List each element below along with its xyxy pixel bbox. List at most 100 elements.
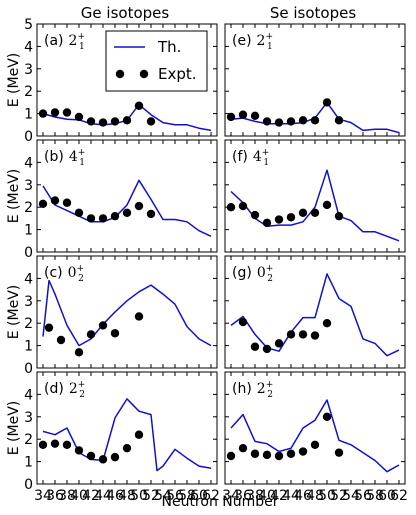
panel-label: (f) 4+ 1 <box>232 148 269 168</box>
x-tick-label: 58 <box>366 488 384 504</box>
x-tick-label: 38 <box>58 488 76 504</box>
panel-label-sup: + <box>262 148 270 158</box>
y-tick-label: 1 <box>24 223 33 239</box>
expt-point <box>50 196 60 205</box>
panel-frame <box>224 371 406 485</box>
panel-label-sub: 1 <box>263 158 269 168</box>
expt-point <box>74 208 84 217</box>
panel-label-id: (f) <box>232 149 248 165</box>
panel-label-state: 2 <box>257 381 266 397</box>
x-tick-label: 44 <box>94 488 112 504</box>
x-tick-label: 56 <box>166 488 184 504</box>
theory-line <box>230 399 400 473</box>
x-tick-label: 50 <box>318 488 336 504</box>
legend-theory-label: Th. <box>157 38 181 56</box>
expt-point <box>86 451 96 461</box>
expt-point <box>310 331 320 340</box>
expt-point <box>250 111 260 121</box>
expt-point <box>334 211 344 221</box>
expt-point <box>44 323 54 332</box>
expt-point <box>274 339 284 348</box>
x-tick-label: 34 <box>222 488 240 504</box>
expt-point <box>134 312 144 321</box>
expt-point <box>286 449 296 458</box>
y-tick-label: 2 <box>24 432 33 448</box>
panel-label-state: 2 <box>69 33 78 49</box>
panel-label-sup: + <box>78 148 86 158</box>
x-tick-label: 62 <box>202 488 220 504</box>
expt-point <box>38 109 48 118</box>
y-tick-label: 1 <box>24 107 33 123</box>
expt-point <box>62 440 72 449</box>
panel-frame <box>36 371 218 485</box>
expt-point <box>334 116 344 125</box>
x-tick-label: 48 <box>118 488 136 504</box>
panel-label-sub: 2 <box>267 390 273 400</box>
expt-point <box>298 330 308 339</box>
theory-line <box>42 179 212 237</box>
y-tick-label: 1 <box>24 339 33 355</box>
expt-point <box>134 430 144 439</box>
panel-frame <box>36 139 218 253</box>
panel-f: (f) 4+ 1 <box>224 139 406 253</box>
panel-label-sup: + <box>77 264 85 274</box>
expt-point <box>146 117 156 126</box>
y-tick-label: 0 <box>24 361 33 377</box>
x-tick-label: 50 <box>130 488 148 504</box>
x-tick-label: 60 <box>378 488 396 504</box>
panel-label-sup: + <box>77 32 85 42</box>
expt-point <box>146 209 156 219</box>
expt-point <box>322 98 332 107</box>
expt-point <box>110 211 120 221</box>
expt-point <box>322 412 332 421</box>
expt-point <box>110 452 120 462</box>
expt-point <box>122 443 132 453</box>
panel-label-id: (d) <box>44 381 64 397</box>
panel-label-sub: 1 <box>267 42 273 52</box>
expt-point <box>286 330 296 339</box>
x-tick-label: 38 <box>246 488 264 504</box>
y-tick-label: 3 <box>24 410 33 426</box>
panel-label-sub: 2 <box>78 274 84 284</box>
x-tick-label: 52 <box>142 488 160 504</box>
expt-point <box>238 443 248 453</box>
x-tick-label: 58 <box>178 488 196 504</box>
x-tick-label: 42 <box>270 488 288 504</box>
expt-point <box>310 440 320 449</box>
expt-point <box>74 446 84 455</box>
x-axis-label: Neutron Number <box>161 494 278 510</box>
panel-label-id: (g) <box>232 265 252 281</box>
x-tick-label: 56 <box>354 488 372 504</box>
x-tick-label: 42 <box>82 488 100 504</box>
expt-point <box>56 335 66 345</box>
y-axis-label: E (MeV) <box>6 53 22 108</box>
panel-label: (c) 0+ 2 <box>44 264 84 284</box>
column-title-ge: Ge isotopes <box>81 4 170 22</box>
expt-point <box>38 199 48 209</box>
x-tick-label: 48 <box>306 488 324 504</box>
y-tick-label: 2 <box>24 316 33 332</box>
panel-label-sup: + <box>266 264 274 274</box>
y-tick-label: 4 <box>24 387 33 403</box>
panel-frame <box>36 255 218 369</box>
expt-point <box>298 447 308 456</box>
legend-expt-label: Expt. <box>158 65 197 83</box>
expt-point <box>98 118 108 127</box>
panel-label-id: (c) <box>44 265 63 281</box>
y-tick-label: 5 <box>24 17 33 33</box>
panel-label-sub: 1 <box>79 158 85 168</box>
legend-expt-swatch <box>139 69 149 79</box>
expt-point <box>274 215 284 224</box>
panel-label: (a) 2+ 1 <box>44 32 85 52</box>
expt-point <box>86 330 96 339</box>
expt-point <box>238 317 248 327</box>
expt-point <box>74 112 84 122</box>
y-tick-label: 0 <box>24 129 33 145</box>
theory-line <box>230 169 400 242</box>
y-tick-label: 1 <box>24 455 33 471</box>
x-tick-label: 62 <box>390 488 408 504</box>
expt-point <box>250 449 260 458</box>
x-tick-label: 44 <box>282 488 300 504</box>
